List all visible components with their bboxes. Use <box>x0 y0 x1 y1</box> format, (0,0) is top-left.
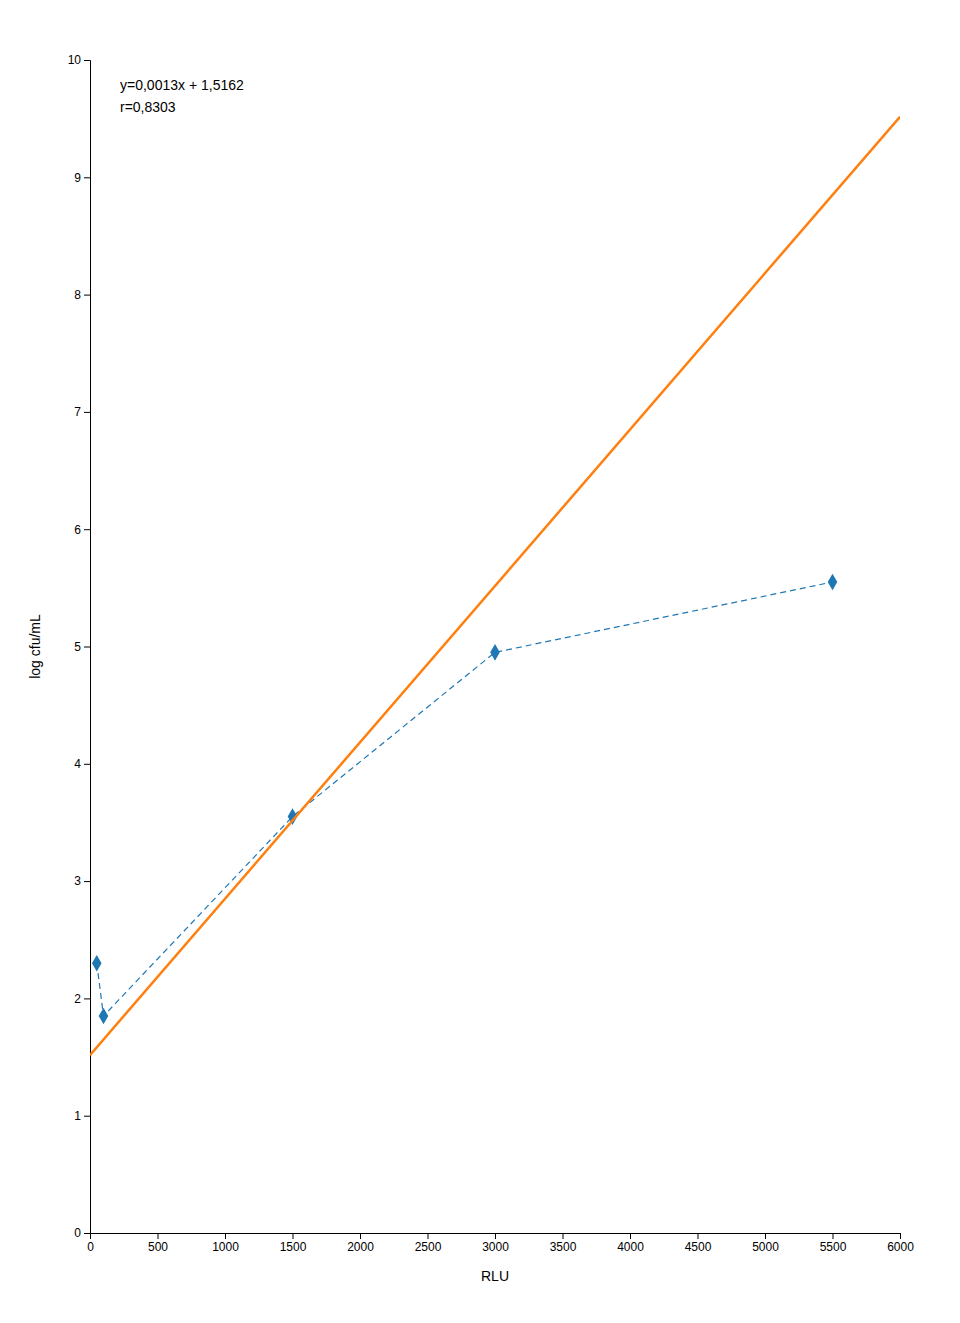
tick-mark <box>428 1233 429 1239</box>
tick: 4500 <box>685 1233 712 1254</box>
tick-mark <box>833 1233 834 1239</box>
tick-mark <box>84 295 90 296</box>
annotation: y=0,0013x + 1,5162 <box>120 77 244 93</box>
tick-mark <box>84 60 90 61</box>
tick-label: 4 <box>74 757 81 771</box>
tick-mark <box>84 1116 90 1117</box>
tick: 5 <box>74 640 90 654</box>
tick-label: 5 <box>74 640 81 654</box>
tick-mark <box>158 1233 159 1239</box>
tick: 4000 <box>617 1233 644 1254</box>
tick-label: 8 <box>74 288 81 302</box>
tick-label: 500 <box>148 1240 168 1254</box>
tick-mark <box>765 1233 766 1239</box>
tick-label: 3 <box>74 874 81 888</box>
tick-mark <box>84 529 90 530</box>
tick-label: 3000 <box>482 1240 509 1254</box>
tick-mark <box>495 1233 496 1239</box>
tick: 2000 <box>347 1233 374 1254</box>
axis-domain <box>84 61 91 1234</box>
tick: 500 <box>148 1233 168 1254</box>
tick-mark <box>698 1233 699 1239</box>
tick: 1000 <box>212 1233 239 1254</box>
tick: 0 <box>87 1233 94 1254</box>
plot-area <box>90 117 900 1055</box>
tick-label: 7 <box>74 405 81 419</box>
tick: 5500 <box>820 1233 847 1254</box>
tick: 5000 <box>752 1233 779 1254</box>
y-axis-title: log cfu/mL <box>27 614 43 679</box>
tick-mark <box>360 1233 361 1239</box>
tick: 7 <box>74 405 90 419</box>
point <box>828 574 838 591</box>
tick-label: 2000 <box>347 1240 374 1254</box>
tick-mark <box>84 881 90 882</box>
tick-label: 4000 <box>617 1240 644 1254</box>
tick-mark <box>84 1233 90 1234</box>
tick: 3 <box>74 874 90 888</box>
tick-mark <box>225 1233 226 1239</box>
tick-label: 3500 <box>550 1240 577 1254</box>
point <box>490 644 500 661</box>
tick-label: 5000 <box>752 1240 779 1254</box>
tick-label: 5500 <box>820 1240 847 1254</box>
tick-mark <box>563 1233 564 1239</box>
tick-label: 1000 <box>212 1240 239 1254</box>
tick-label: 6000 <box>887 1240 914 1254</box>
tick: 1500 <box>280 1233 307 1254</box>
tick-label: 2 <box>74 992 81 1006</box>
point <box>99 1008 109 1025</box>
tick: 10 <box>68 53 90 67</box>
tick: 6 <box>74 523 90 537</box>
point <box>92 955 102 972</box>
chart: 0 500 1000 1500 2000 2500 3000 3500 4000 4500 5000… <box>0 0 960 1323</box>
tick-label: 2500 <box>415 1240 442 1254</box>
annotation: r=0,8303 <box>120 99 176 115</box>
tick-mark <box>900 1233 901 1239</box>
tick-mark <box>84 998 90 999</box>
tick-label: 4500 <box>685 1240 712 1254</box>
annotations: y=0,0013x + 1,5162 r=0,8303 <box>120 77 244 115</box>
tick-label: 9 <box>74 171 81 185</box>
tick-label: 0 <box>74 1226 81 1240</box>
tick-label: 1500 <box>280 1240 307 1254</box>
tick-mark <box>84 412 90 413</box>
tick-mark <box>84 177 90 178</box>
tick: 8 <box>74 288 90 302</box>
tick: 2500 <box>415 1233 442 1254</box>
y-axis: 0 1 2 3 4 5 6 7 8 9 10 <box>68 53 91 1240</box>
tick: 6000 <box>887 1233 914 1254</box>
regression-line <box>90 117 900 1055</box>
tick-label: 6 <box>74 523 81 537</box>
tick-label: 0 <box>87 1240 94 1254</box>
tick: 3500 <box>550 1233 577 1254</box>
tick-mark <box>293 1233 294 1239</box>
tick: 3000 <box>482 1233 509 1254</box>
tick-label: 10 <box>68 53 82 67</box>
connecting-line <box>97 582 833 1016</box>
tick-mark <box>630 1233 631 1239</box>
tick-label: 1 <box>74 1109 81 1123</box>
tick: 2 <box>74 992 90 1006</box>
tick: 9 <box>74 171 90 185</box>
tick-mark <box>84 764 90 765</box>
tick: 4 <box>74 757 90 771</box>
x-axis-title: RLU <box>481 1268 509 1284</box>
tick: 1 <box>74 1109 90 1123</box>
axis-domain <box>91 1234 901 1240</box>
tick-mark <box>84 647 90 648</box>
x-axis: 0 500 1000 1500 2000 2500 3000 3500 4000 4500 5000… <box>87 1233 914 1254</box>
tick: 0 <box>74 1226 90 1240</box>
